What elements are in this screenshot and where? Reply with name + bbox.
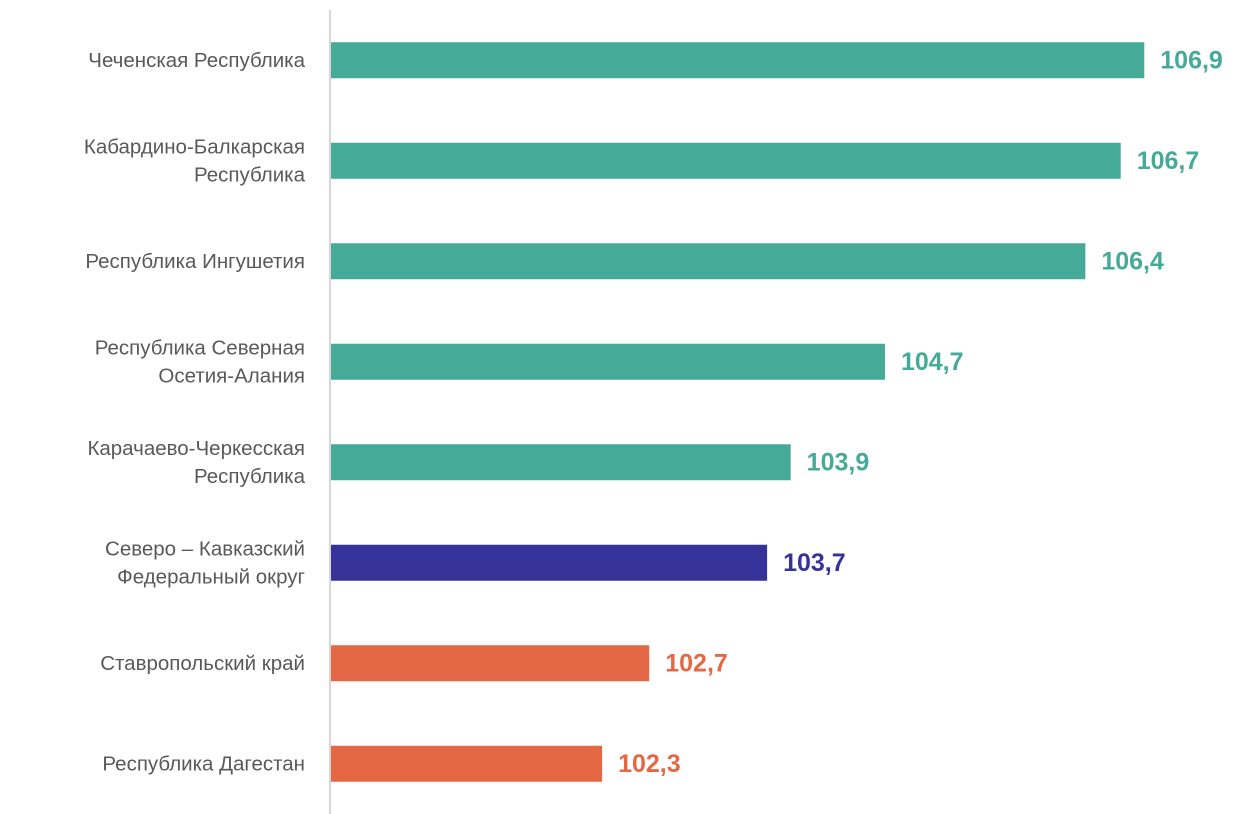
bar-5 — [331, 444, 791, 481]
category-label-1: Чеченская Республика — [88, 49, 305, 72]
category-label-line: Северо – Кавказский — [105, 537, 305, 560]
category-label-line: Чеченская Республика — [88, 49, 305, 72]
category-label-line: Республика — [194, 465, 306, 488]
category-label-3: Республика Ингушетия — [85, 250, 305, 273]
bar-3 — [331, 243, 1086, 280]
category-label-line: Осетия-Алания — [158, 364, 305, 387]
bar-1 — [331, 42, 1145, 79]
value-label-4: 104,7 — [901, 348, 964, 376]
category-label-line: Федеральный округ — [117, 565, 305, 588]
category-label-line: Республика Ингушетия — [85, 250, 305, 273]
value-label-1: 106,9 — [1160, 46, 1223, 74]
category-label-line: Ставропольский край — [100, 652, 305, 675]
category-label-6: Северо – Кавказский Федеральный округ — [105, 537, 305, 588]
bar-7 — [331, 645, 650, 682]
category-label-line: Республика Дагестан — [102, 752, 305, 775]
value-label-6: 103,7 — [783, 549, 846, 577]
bar-2 — [331, 142, 1121, 179]
category-label-8: Республика Дагестан — [102, 752, 305, 775]
category-label-2: Кабардино-Балкарская Республика — [84, 135, 306, 186]
bar-4 — [331, 343, 885, 380]
category-label-line: Кабардино-Балкарская — [84, 135, 305, 158]
value-labels-group: 106,9 106,7 106,4 104,7 103,9 103,7 102,7 102,3 — [618, 46, 1223, 778]
value-label-8: 102,3 — [618, 750, 681, 778]
category-label-line: Республика — [194, 163, 306, 186]
category-label-5: Карачаево-Черкесская Республика — [87, 437, 305, 488]
category-label-7: Ставропольский край — [100, 652, 305, 675]
category-label-line: Республика Северная — [95, 336, 305, 359]
value-label-2: 106,7 — [1137, 147, 1200, 175]
value-label-7: 102,7 — [665, 649, 728, 677]
bars-group — [331, 42, 1145, 782]
bar-8 — [331, 745, 603, 782]
value-label-3: 106,4 — [1101, 247, 1164, 275]
value-label-5: 103,9 — [807, 448, 870, 476]
bar-6 — [331, 544, 768, 581]
category-labels-group: Чеченская Республика Кабардино-Балкарская… — [84, 49, 306, 776]
category-label-4: Республика Северная Осетия-Алания — [95, 336, 305, 387]
category-label-line: Карачаево-Черкесская — [87, 437, 305, 460]
